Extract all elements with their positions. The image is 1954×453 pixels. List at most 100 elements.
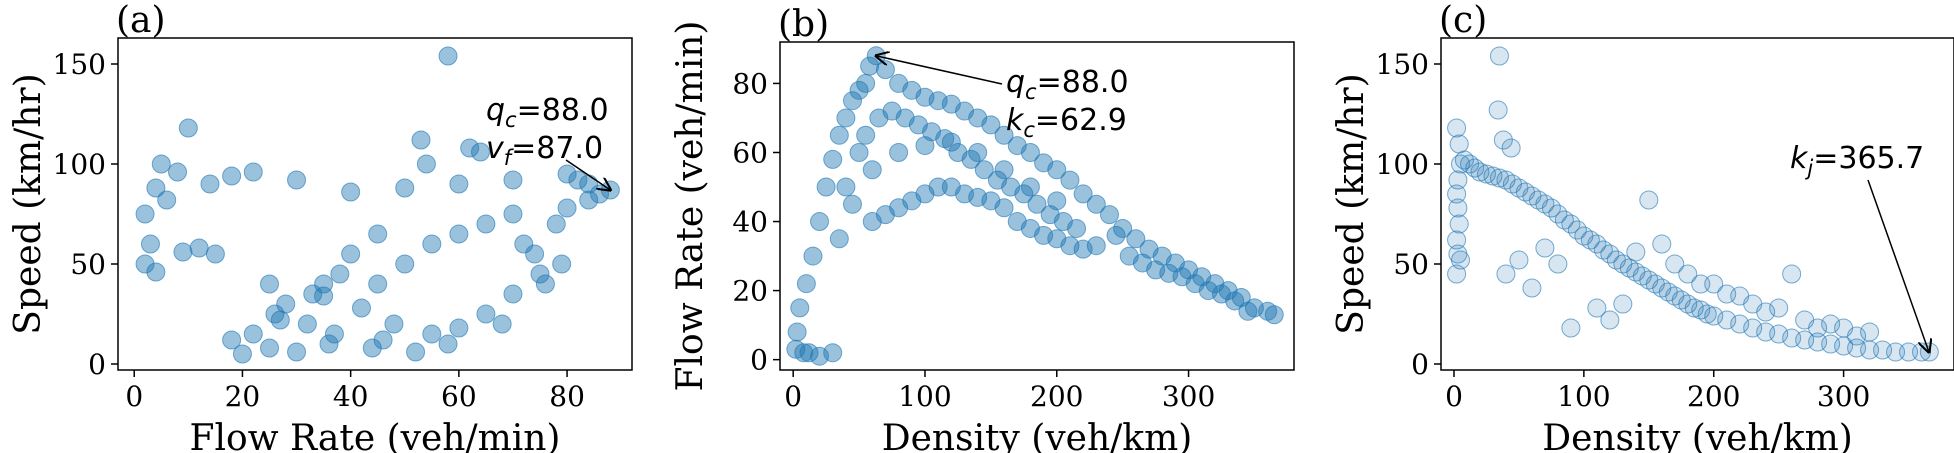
data-point bbox=[803, 246, 823, 266]
data-point bbox=[856, 73, 876, 93]
data-point bbox=[579, 190, 599, 210]
data-point bbox=[1067, 218, 1087, 238]
data-point bbox=[1639, 190, 1659, 210]
data-point bbox=[1225, 291, 1245, 311]
plot-frame bbox=[1440, 37, 1954, 371]
panel-label: (b) bbox=[778, 4, 829, 45]
data-point bbox=[1086, 194, 1106, 214]
data-point bbox=[1020, 142, 1040, 162]
data-point bbox=[849, 80, 869, 100]
data-point bbox=[1126, 229, 1146, 249]
data-point bbox=[270, 310, 290, 330]
data-point bbox=[135, 254, 155, 274]
data-point bbox=[862, 160, 882, 180]
x-tick-label: 300 bbox=[1162, 380, 1215, 413]
data-point bbox=[259, 338, 279, 358]
panel-c: 0 100 200 300 0 50 100 150 Density (veh/km) Speed… bbox=[1331, 0, 1954, 453]
x-axis-label: Flow Rate (veh/min) bbox=[190, 418, 561, 453]
data-point bbox=[476, 304, 496, 324]
data-point bbox=[265, 304, 285, 324]
annotation-text: vf=87.0 bbox=[486, 131, 603, 170]
data-point bbox=[1886, 342, 1906, 362]
y-tick-label: 80 bbox=[732, 67, 768, 100]
y-tick-label: 0 bbox=[88, 348, 106, 381]
data-point bbox=[416, 154, 436, 174]
plot-frame bbox=[117, 37, 633, 371]
data-point bbox=[1448, 170, 1468, 190]
x-axis-label: Density (veh/km) bbox=[882, 418, 1193, 453]
x-tick-label: 20 bbox=[225, 380, 261, 413]
data-point bbox=[796, 274, 816, 294]
data-point bbox=[411, 130, 431, 150]
data-point bbox=[146, 178, 166, 198]
data-point bbox=[368, 274, 388, 294]
data-point bbox=[968, 142, 988, 162]
data-point bbox=[373, 330, 393, 350]
data-point bbox=[1678, 264, 1698, 284]
data-point bbox=[140, 234, 160, 254]
panel-label: (a) bbox=[116, 0, 166, 41]
data-point bbox=[232, 344, 252, 364]
data-points bbox=[1447, 46, 1939, 362]
data-point bbox=[790, 298, 810, 318]
data-point bbox=[829, 229, 849, 249]
data-points bbox=[135, 46, 620, 364]
annotation-text: kj=365.7 bbox=[1790, 141, 1924, 180]
data-point bbox=[422, 324, 442, 344]
data-point bbox=[1238, 301, 1258, 321]
x-tick-label: 100 bbox=[898, 380, 951, 413]
y-tick-label: 150 bbox=[53, 48, 106, 81]
data-point bbox=[449, 318, 469, 338]
y-tick-label: 0 bbox=[1411, 348, 1429, 381]
data-point bbox=[1489, 46, 1509, 66]
x-tick-label: 0 bbox=[1445, 380, 1463, 413]
data-point bbox=[189, 238, 209, 258]
data-point bbox=[173, 242, 193, 262]
data-point bbox=[330, 264, 350, 284]
data-point bbox=[994, 125, 1014, 145]
y-tick-label: 50 bbox=[70, 248, 106, 281]
y-tick-label: 50 bbox=[1393, 248, 1429, 281]
data-point bbox=[368, 224, 388, 244]
data-point bbox=[1027, 194, 1047, 214]
data-point bbox=[503, 284, 523, 304]
data-point bbox=[157, 190, 177, 210]
data-point bbox=[875, 60, 895, 80]
data-point bbox=[1447, 230, 1467, 250]
x-tick-label: 40 bbox=[333, 380, 369, 413]
y-tick-label: 150 bbox=[1376, 48, 1429, 81]
data-point bbox=[889, 142, 909, 162]
data-point bbox=[1086, 236, 1106, 256]
data-point bbox=[552, 254, 572, 274]
data-point bbox=[1548, 254, 1568, 274]
x-tick-label: 200 bbox=[1687, 380, 1740, 413]
data-point bbox=[205, 244, 225, 264]
data-point bbox=[1535, 238, 1555, 258]
data-point bbox=[816, 177, 836, 197]
data-point bbox=[810, 212, 830, 232]
data-point bbox=[829, 125, 849, 145]
data-point bbox=[1099, 205, 1119, 225]
data-point bbox=[974, 160, 994, 180]
data-point bbox=[935, 129, 955, 149]
data-point bbox=[341, 244, 361, 264]
panel-label: (c) bbox=[1439, 0, 1487, 41]
x-tick-label: 300 bbox=[1817, 380, 1870, 413]
data-point bbox=[1450, 250, 1470, 270]
data-point bbox=[1047, 160, 1067, 180]
data-point bbox=[557, 198, 577, 218]
data-point bbox=[200, 174, 220, 194]
data-point bbox=[168, 162, 188, 182]
data-point bbox=[287, 342, 307, 362]
data-point bbox=[319, 334, 339, 354]
data-point bbox=[1847, 326, 1867, 346]
data-point bbox=[1697, 304, 1717, 324]
annotation-arrow bbox=[1867, 179, 1929, 352]
annotation-text: qc=88.0 bbox=[1006, 65, 1129, 104]
data-point bbox=[787, 322, 807, 342]
data-point bbox=[1447, 118, 1467, 138]
data-point bbox=[1704, 274, 1724, 294]
data-point bbox=[384, 314, 404, 334]
panel-b: 0 100 200 300 0 20 40 60 80 Density (veh/km) Flow … bbox=[670, 4, 1295, 453]
data-point bbox=[471, 142, 491, 162]
